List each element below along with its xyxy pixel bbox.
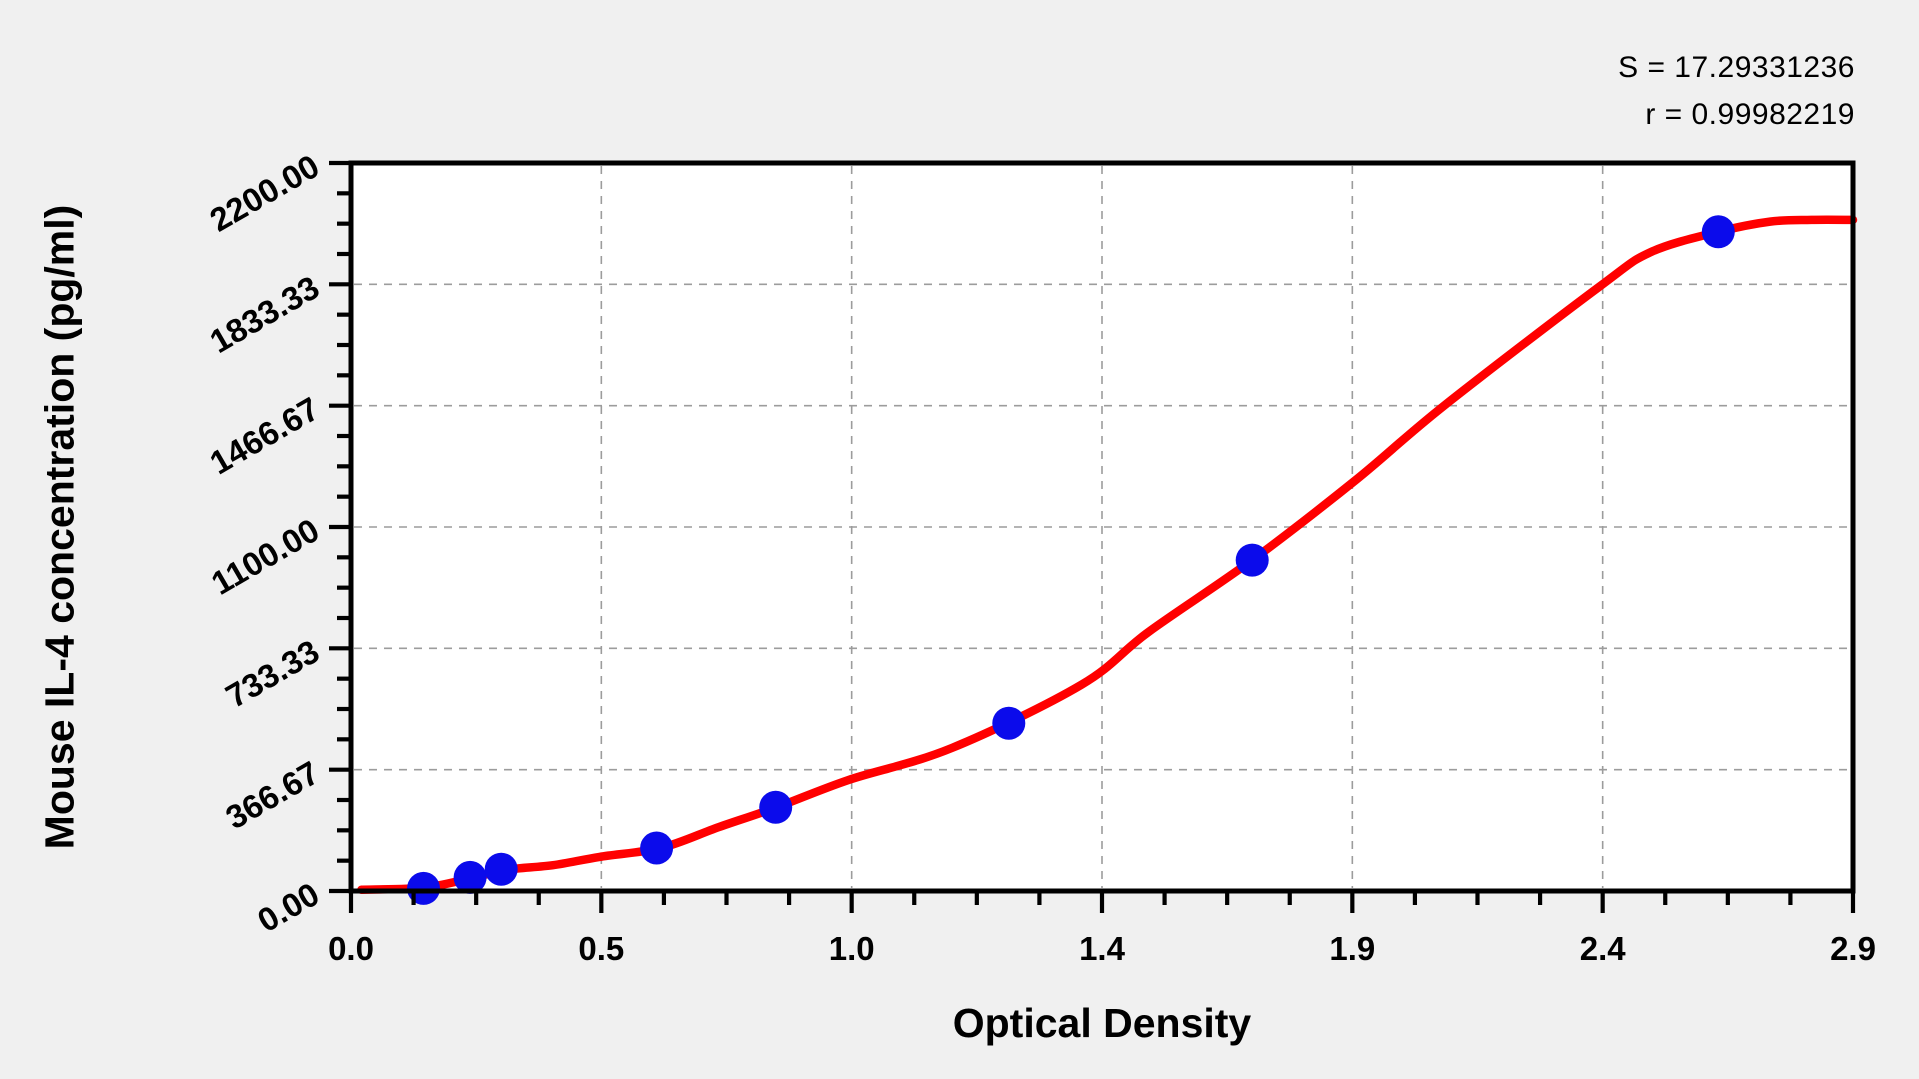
data-point bbox=[1235, 543, 1269, 577]
y-tick-label: 1466.67 bbox=[203, 390, 325, 482]
data-point bbox=[992, 706, 1026, 740]
data-point bbox=[453, 860, 487, 894]
data-point bbox=[759, 790, 793, 824]
x-tick-labels: 0.0 0.5 1.0 1.4 1.9 2.4 2.9 bbox=[328, 930, 1876, 967]
fit-statistics: S = 17.29331236 r = 0.99982219 bbox=[1618, 44, 1855, 138]
x-tick-label: 1.0 bbox=[829, 930, 875, 967]
x-axis-title: Optical Density bbox=[952, 1000, 1252, 1046]
r-value: r = 0.99982219 bbox=[1645, 98, 1855, 131]
x-tick-label: 0.0 bbox=[328, 930, 374, 967]
y-tick-label: 366.67 bbox=[219, 754, 325, 837]
x-tick-label: 1.4 bbox=[1079, 930, 1126, 967]
x-tick-label: 0.5 bbox=[578, 930, 624, 967]
data-points bbox=[407, 215, 1735, 905]
x-tick-label: 2.4 bbox=[1580, 930, 1627, 967]
data-point bbox=[1701, 215, 1735, 249]
data-point bbox=[484, 852, 518, 886]
axis-ticks bbox=[329, 160, 1856, 913]
y-tick-label: 733.33 bbox=[219, 632, 325, 715]
y-tick-label: 1833.33 bbox=[203, 268, 325, 360]
y-tick-label: 0.00 bbox=[251, 875, 325, 939]
y-tick-label: 1100.00 bbox=[205, 511, 325, 602]
y-tick-labels: 0.00 366.67 733.33 1100.00 1466.67 1833.33 220… bbox=[203, 147, 325, 939]
data-point bbox=[640, 831, 674, 865]
y-tick-label: 2200.00 bbox=[203, 147, 325, 239]
fit-curve bbox=[357, 215, 1858, 894]
s-value: S = 17.29331236 bbox=[1618, 51, 1855, 84]
x-tick-label: 1.9 bbox=[1329, 930, 1375, 967]
y-axis-title: Mouse IL-4 concentration (pg/ml) bbox=[36, 204, 83, 850]
x-tick-label: 2.9 bbox=[1830, 930, 1876, 967]
